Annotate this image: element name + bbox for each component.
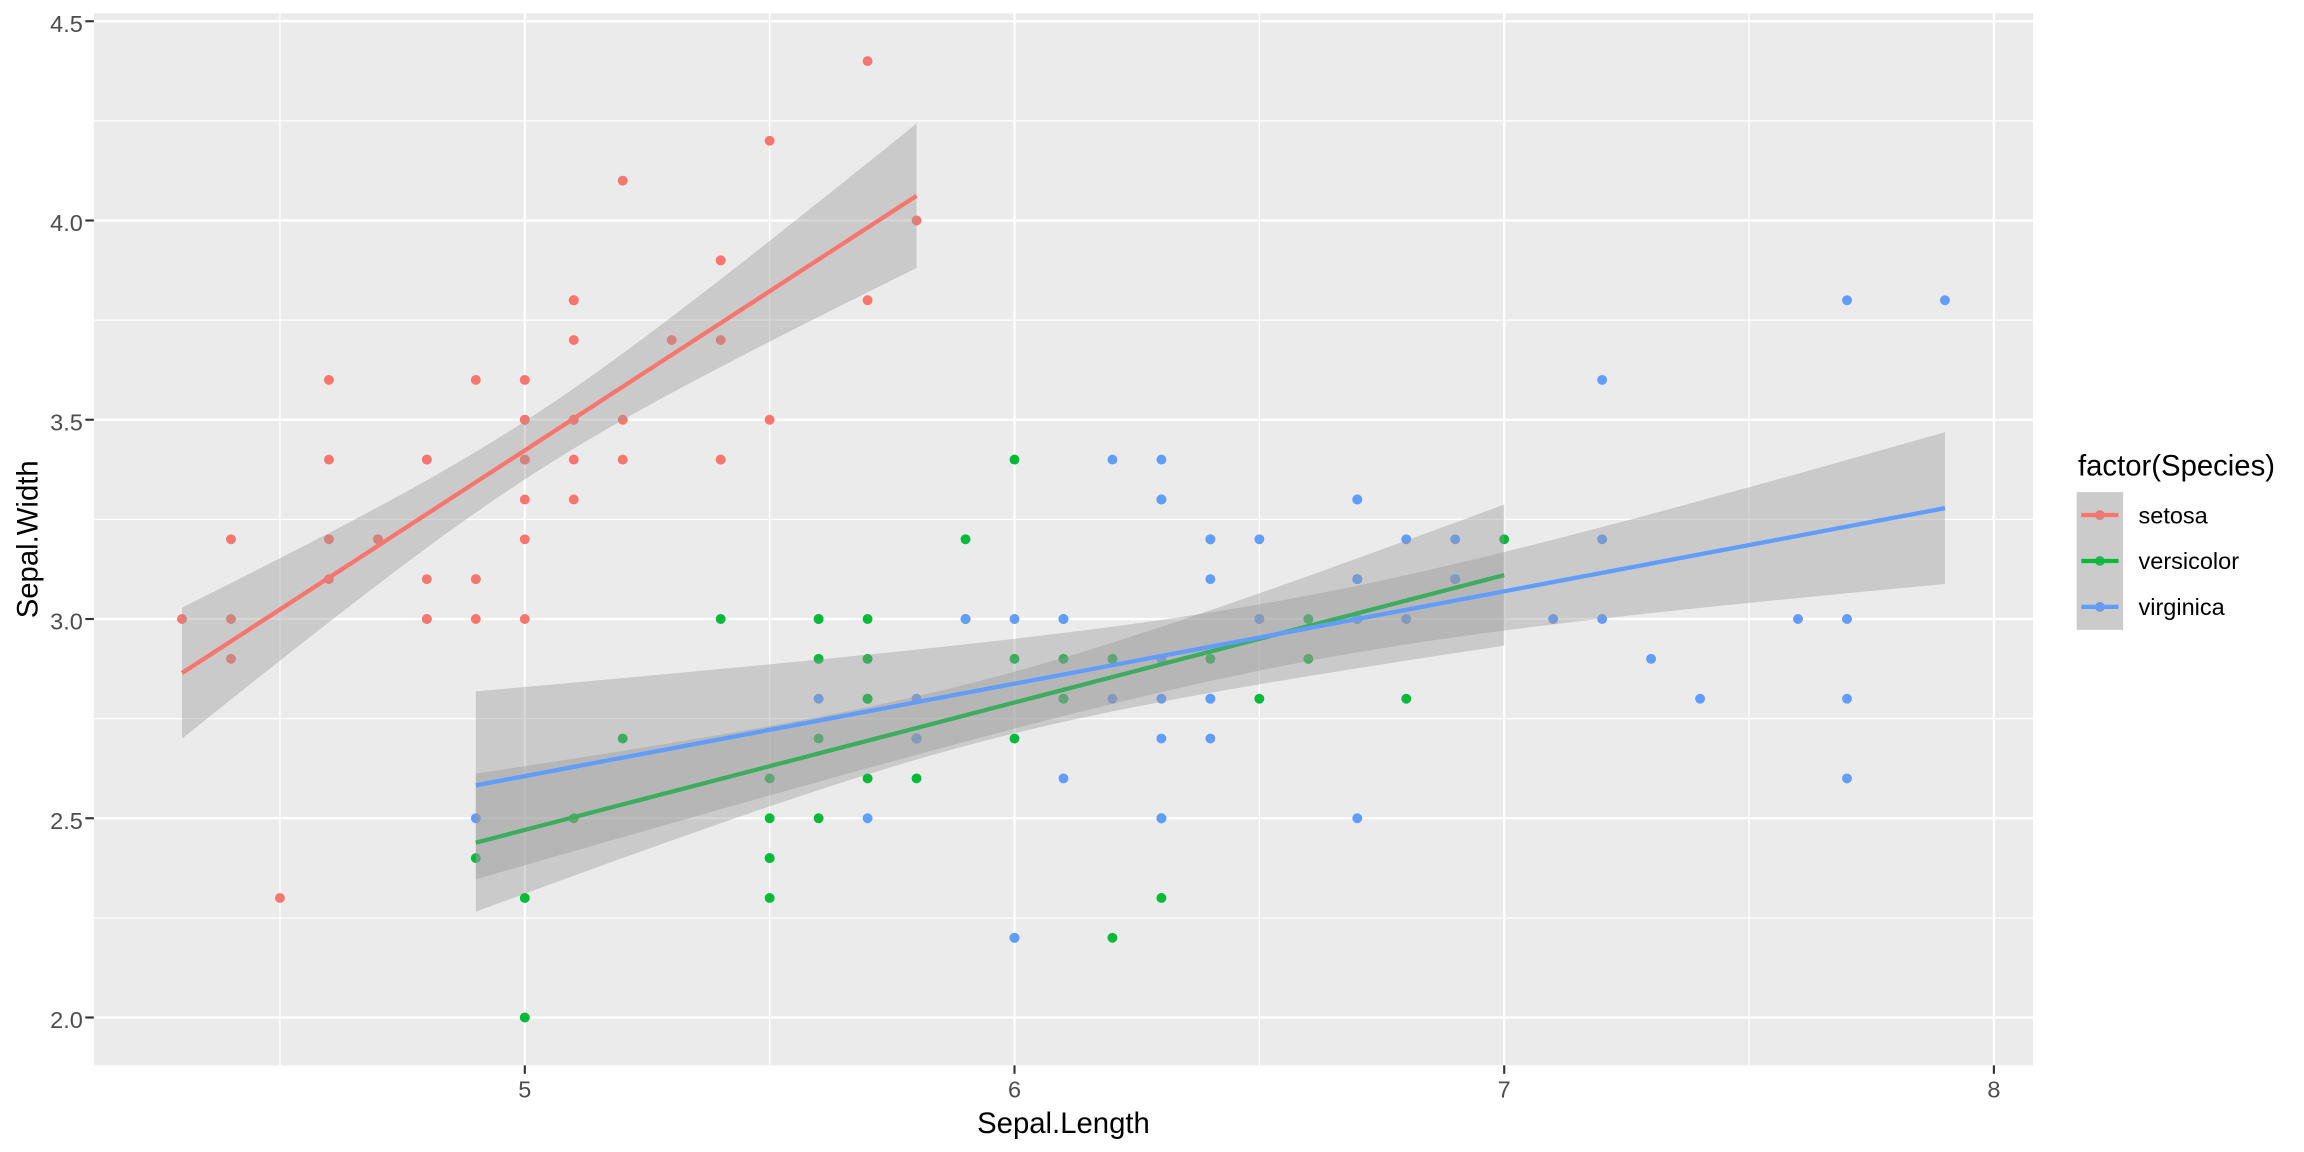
svg-text:factor(Species): factor(Species) [2078,450,2275,483]
svg-text:2.5: 2.5 [50,808,83,834]
svg-text:6: 6 [1008,1077,1021,1103]
svg-text:3.5: 3.5 [50,409,83,435]
svg-text:3.0: 3.0 [50,609,83,635]
svg-text:2.0: 2.0 [50,1007,83,1033]
svg-text:versicolor: versicolor [2139,548,2240,574]
svg-text:Sepal.Width: Sepal.Width [12,460,45,618]
svg-text:4.0: 4.0 [50,210,83,236]
svg-text:8: 8 [1987,1077,2000,1103]
svg-text:Sepal.Length: Sepal.Length [977,1107,1150,1140]
svg-text:7: 7 [1498,1077,1511,1103]
svg-text:setosa: setosa [2139,502,2209,528]
svg-text:virginica: virginica [2139,594,2226,620]
svg-text:4.5: 4.5 [50,11,83,37]
svg-text:5: 5 [518,1077,531,1103]
